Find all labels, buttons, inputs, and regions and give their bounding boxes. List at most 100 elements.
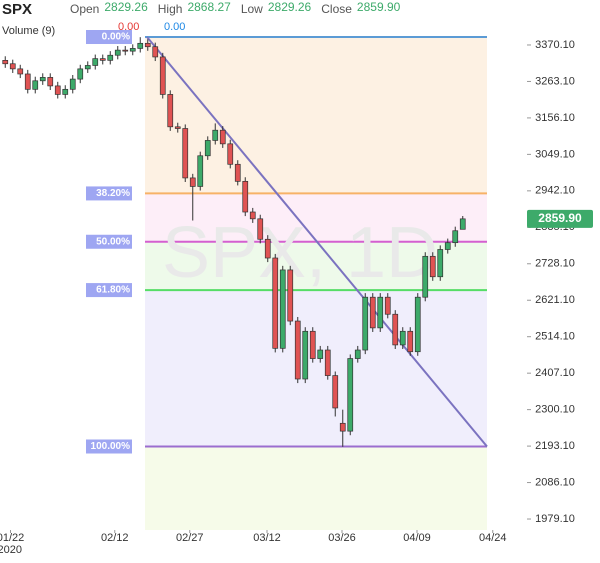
candle-body <box>294 320 301 380</box>
header-label: Low <box>241 2 263 16</box>
candle-body <box>429 255 436 278</box>
annotation: 0.00 <box>164 21 185 33</box>
watermark: SPX, 1D <box>162 213 438 293</box>
candle-body <box>62 88 69 95</box>
x-tick-label: 03/12 <box>253 532 281 544</box>
fib-band <box>145 290 487 447</box>
candle-body <box>17 68 24 75</box>
fib-band <box>145 193 487 242</box>
candle-body <box>302 330 309 380</box>
candle-body <box>324 349 331 376</box>
fib-band <box>145 446 487 530</box>
fib-label: 50.00% <box>96 236 130 247</box>
candle-body <box>9 63 16 70</box>
x-year-label: 2020 <box>0 544 22 556</box>
candle-body <box>92 58 99 66</box>
candle-body <box>99 58 106 61</box>
x-tick-label: 02/27 <box>176 532 204 544</box>
y-tick-label: 3263.10 <box>535 75 575 87</box>
candle-body <box>347 358 354 432</box>
y-tick-label: 2407.10 <box>535 367 575 379</box>
header-value: 2829.26 <box>104 0 148 14</box>
candle-body <box>317 349 324 359</box>
y-tick-label: 2086.10 <box>535 476 575 488</box>
candle-body <box>444 242 451 250</box>
fib-label-box <box>86 234 132 249</box>
header-value: 2859.90 <box>357 0 401 14</box>
candle-body <box>392 313 399 346</box>
candle-body <box>144 42 151 48</box>
candle-body <box>459 218 466 230</box>
candle-body <box>362 296 369 351</box>
last-price-label: 2859.90 <box>538 211 582 225</box>
candle-body <box>407 330 414 353</box>
header-label: Close <box>321 2 352 16</box>
candle-body <box>182 128 189 179</box>
candle-body <box>122 49 129 52</box>
volume-label: Volume (9) <box>2 25 55 37</box>
candle-body <box>137 42 144 49</box>
fib-label: 61.80% <box>96 285 130 296</box>
candle-body <box>339 422 346 432</box>
candle-body <box>332 375 339 409</box>
candle-body <box>212 129 219 141</box>
foreground-layer: 0.00% 38.20% 50.00% 61.80% 100.00% 3370.10 326… <box>0 30 593 556</box>
y-tick-label: 3156.10 <box>535 112 575 124</box>
y-tick-label: 2621.10 <box>535 294 575 306</box>
header-label: High <box>158 2 183 16</box>
last-price-box <box>527 209 593 228</box>
candle-body <box>287 269 294 322</box>
candle-body <box>167 94 174 128</box>
candle-body <box>54 85 61 95</box>
candle-body <box>369 296 376 329</box>
candle-body <box>189 177 196 187</box>
fib-label: 100.00% <box>91 441 131 452</box>
x-tick-label: 04/09 <box>403 532 431 544</box>
candle-body <box>152 46 159 58</box>
x-tick-label: 03/26 <box>328 532 356 544</box>
candle-body <box>69 78 76 90</box>
candle-body <box>219 129 226 145</box>
candle-body <box>129 48 136 52</box>
candle-body <box>107 54 114 61</box>
candle-body <box>204 140 211 157</box>
candle-body <box>114 49 121 56</box>
candle-body <box>47 77 54 87</box>
candle-body <box>159 56 166 95</box>
candle-body <box>437 249 444 278</box>
candle-body <box>32 80 39 90</box>
candle-body <box>399 330 406 346</box>
fib-label: 0.00% <box>102 32 130 43</box>
candle-body <box>24 73 31 90</box>
candle-body <box>384 296 391 315</box>
candle-body <box>249 211 256 220</box>
symbol: SPX <box>2 1 32 18</box>
candle-body <box>174 126 181 129</box>
candle-body <box>84 65 91 70</box>
candle-body <box>279 269 286 349</box>
fib-label-box <box>86 30 132 45</box>
y-tick-label: 2300.10 <box>535 404 575 416</box>
candle-body <box>422 255 429 298</box>
candle-body <box>452 230 459 244</box>
fib-label: 38.20% <box>96 188 130 199</box>
trend-line <box>146 36 488 448</box>
candle-body <box>414 296 421 353</box>
candle-body <box>77 68 84 80</box>
fib-label-box <box>86 439 132 454</box>
fib-label-box <box>86 283 132 298</box>
y-tick-label: 2728.10 <box>535 258 575 270</box>
candle-body <box>197 155 204 187</box>
candle-body <box>2 60 9 65</box>
annotation: 0.00 <box>118 21 139 33</box>
candle-body <box>242 180 249 213</box>
candle-body <box>377 296 384 329</box>
y-tick-label: 3049.10 <box>535 148 575 160</box>
header-label: Open <box>70 2 99 16</box>
y-tick-label: 2514.10 <box>535 331 575 343</box>
y-tick-label: 2193.10 <box>535 440 575 452</box>
candle-body <box>354 349 361 359</box>
candle-body <box>309 330 316 359</box>
